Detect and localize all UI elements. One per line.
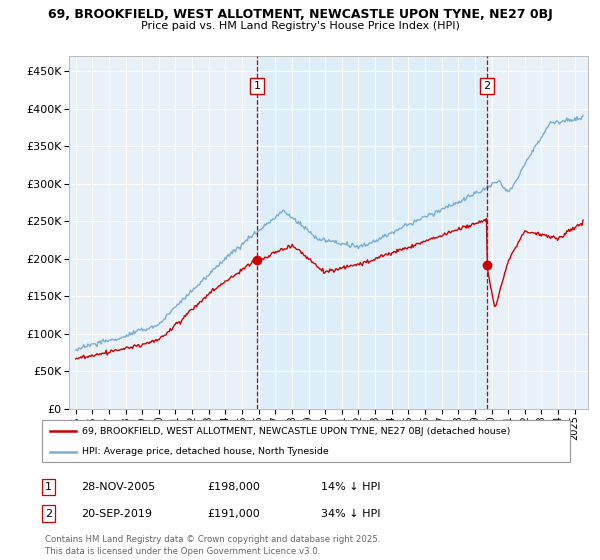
Text: £191,000: £191,000 [207, 508, 260, 519]
Text: 1: 1 [254, 81, 260, 91]
Text: HPI: Average price, detached house, North Tyneside: HPI: Average price, detached house, Nort… [82, 447, 328, 456]
Text: Contains HM Land Registry data © Crown copyright and database right 2025.: Contains HM Land Registry data © Crown c… [45, 535, 380, 544]
Text: £198,000: £198,000 [207, 482, 260, 492]
FancyBboxPatch shape [42, 420, 570, 462]
Text: 14% ↓ HPI: 14% ↓ HPI [321, 482, 380, 492]
Text: 2: 2 [45, 508, 52, 519]
Text: This data is licensed under the Open Government Licence v3.0.: This data is licensed under the Open Gov… [45, 547, 320, 556]
Text: Price paid vs. HM Land Registry's House Price Index (HPI): Price paid vs. HM Land Registry's House … [140, 21, 460, 31]
Text: 1: 1 [45, 482, 52, 492]
Text: 28-NOV-2005: 28-NOV-2005 [81, 482, 155, 492]
Text: 69, BROOKFIELD, WEST ALLOTMENT, NEWCASTLE UPON TYNE, NE27 0BJ: 69, BROOKFIELD, WEST ALLOTMENT, NEWCASTL… [47, 8, 553, 21]
Text: 34% ↓ HPI: 34% ↓ HPI [321, 508, 380, 519]
Bar [257, 56, 487, 409]
Text: 2: 2 [483, 81, 490, 91]
Text: 69, BROOKFIELD, WEST ALLOTMENT, NEWCASTLE UPON TYNE, NE27 0BJ (detached house): 69, BROOKFIELD, WEST ALLOTMENT, NEWCASTL… [82, 427, 510, 436]
Text: 20-SEP-2019: 20-SEP-2019 [81, 508, 152, 519]
